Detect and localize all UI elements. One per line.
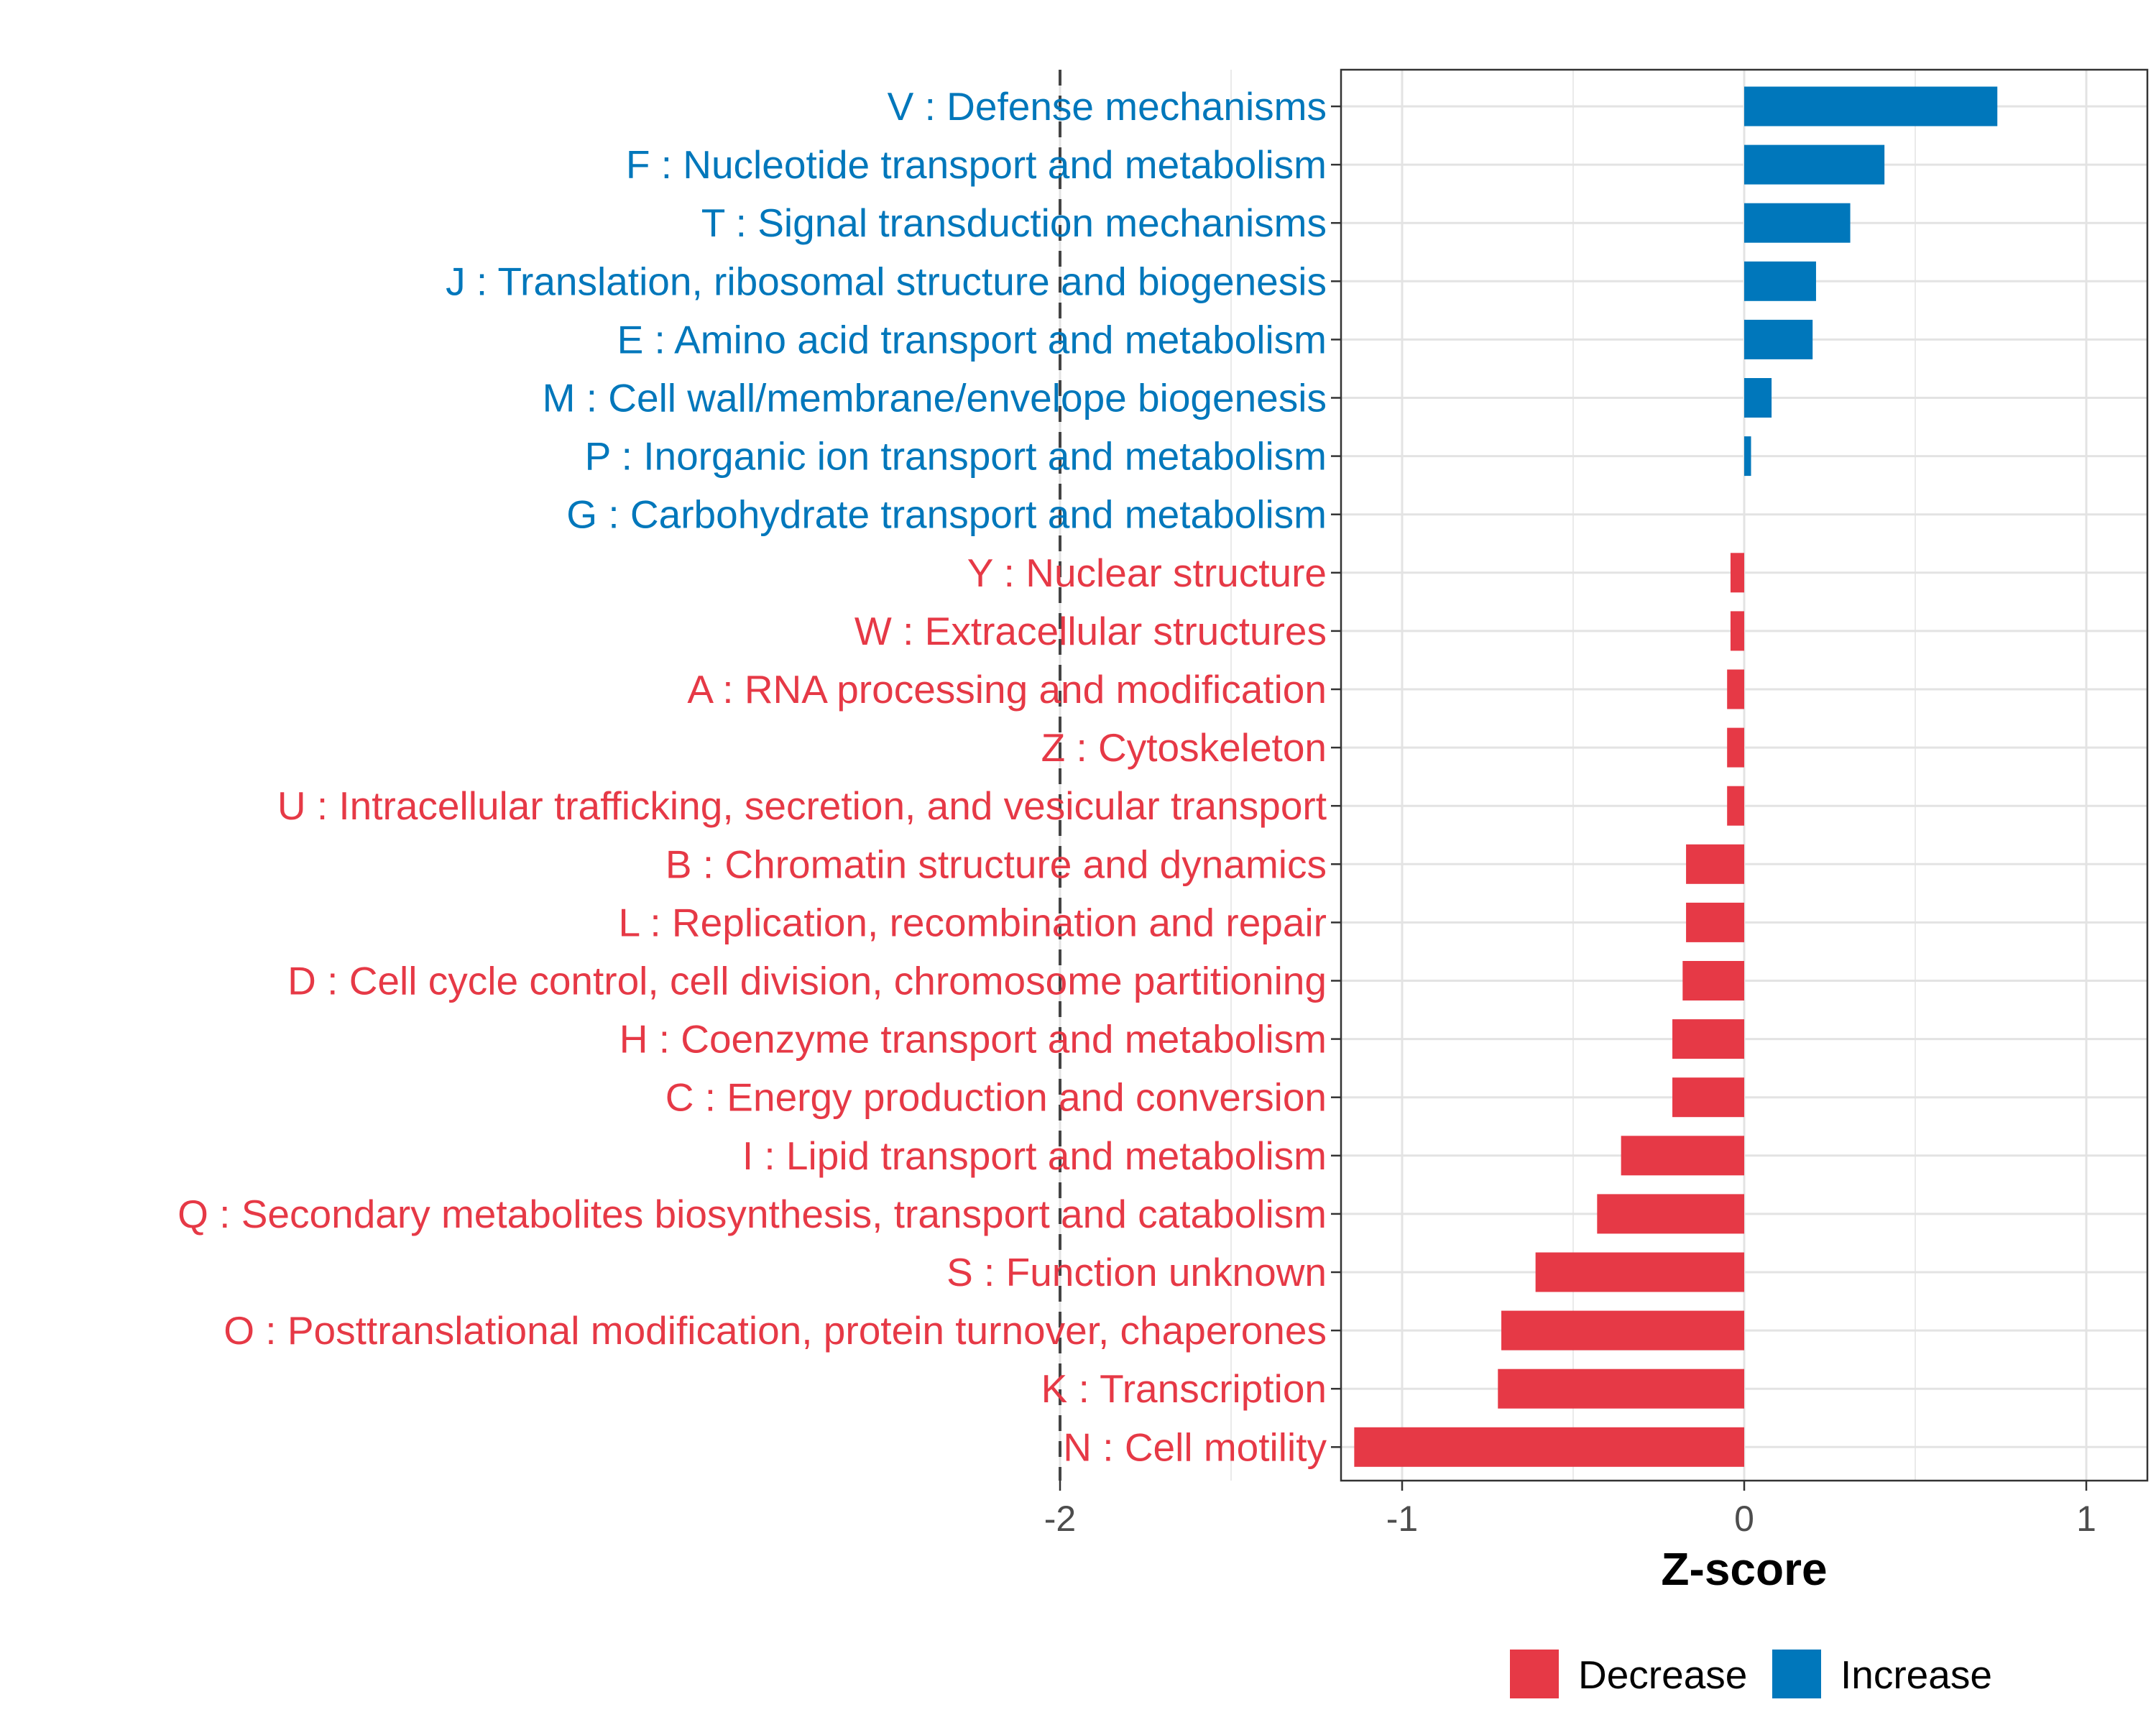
x-tick-label: -1 [1386, 1499, 1418, 1539]
bar [1730, 553, 1744, 593]
x-axis-title: Z-score [1661, 1543, 1827, 1595]
category-label: P : Inorganic ion transport and metaboli… [585, 434, 1327, 479]
category-label: E : Amino acid transport and metabolism [617, 317, 1327, 362]
reference-lines [1059, 70, 1061, 1481]
category-label: O : Posttranslational modification, prot… [224, 1308, 1327, 1353]
bar [1597, 1194, 1744, 1234]
category-label: M : Cell wall/membrane/envelope biogenes… [543, 376, 1327, 420]
category-label: W : Extracellular structures [854, 609, 1327, 653]
bar [1727, 786, 1744, 826]
category-label: C : Energy production and conversion [665, 1075, 1327, 1120]
legend-label: Decrease [1578, 1652, 1747, 1697]
bar [1621, 1136, 1744, 1176]
category-label: J : Translation, ribosomal structure and… [446, 259, 1327, 303]
legend-label: Increase [1841, 1652, 1992, 1697]
category-label: U : Intracellular trafficking, secretion… [277, 783, 1327, 828]
category-label: K : Transcription [1041, 1366, 1327, 1411]
category-label: L : Replication, recombination and repai… [619, 900, 1327, 944]
bar [1744, 86, 1998, 126]
category-label: I : Lipid transport and metabolism [742, 1133, 1327, 1178]
category-label: N : Cell motility [1063, 1425, 1327, 1469]
bar [1744, 203, 1851, 243]
category-label: F : Nucleotide transport and metabolism [626, 142, 1327, 187]
category-label: G : Carbohydrate transport and metabolis… [566, 492, 1327, 537]
bar [1744, 261, 1816, 301]
bars [1354, 86, 1998, 1467]
category-label: Y : Nuclear structure [967, 551, 1327, 595]
category-label: D : Cell cycle control, cell division, c… [287, 959, 1327, 1003]
bar [1354, 1427, 1744, 1467]
category-label: Z : Cytoskeleton [1041, 725, 1327, 770]
bar [1686, 902, 1744, 942]
bar [1501, 1310, 1744, 1351]
bar [1744, 319, 1813, 359]
category-label: H : Coenzyme transport and metabolism [619, 1017, 1327, 1062]
bar [1672, 1019, 1744, 1059]
legend: Decrease Increase [1510, 1650, 1992, 1698]
bar [1744, 378, 1772, 418]
bar [1682, 961, 1744, 1000]
x-tick-label: 1 [2076, 1499, 2096, 1539]
bar [1744, 436, 1751, 477]
bar [1730, 611, 1744, 651]
bar [1744, 144, 1885, 185]
category-label: B : Chromatin structure and dynamics [665, 842, 1327, 886]
category-label: V : Defense mechanisms [888, 84, 1327, 129]
category-label: T : Signal transduction mechanisms [701, 201, 1327, 245]
x-axis-ticks: -2-1012 [1044, 1481, 2096, 1539]
x-tick-label: -2 [1044, 1499, 1076, 1539]
category-label: S : Function unknown [946, 1250, 1327, 1294]
legend-swatch [1772, 1650, 1821, 1698]
bar [1535, 1252, 1744, 1292]
y-axis-ticks [1331, 105, 1341, 1448]
y-axis-category-labels: V : Defense mechanisms F : Nucleotide tra… [178, 84, 1327, 1469]
bar [1672, 1077, 1744, 1118]
category-label: Q : Secondary metabolites biosynthesis, … [178, 1192, 1327, 1236]
legend-swatch [1510, 1650, 1559, 1698]
bar [1686, 844, 1744, 884]
category-label: A : RNA processing and modification [687, 667, 1327, 712]
bar [1727, 727, 1744, 768]
x-tick-label: 0 [1734, 1499, 1754, 1539]
bar [1498, 1368, 1744, 1409]
bar [1727, 669, 1744, 709]
